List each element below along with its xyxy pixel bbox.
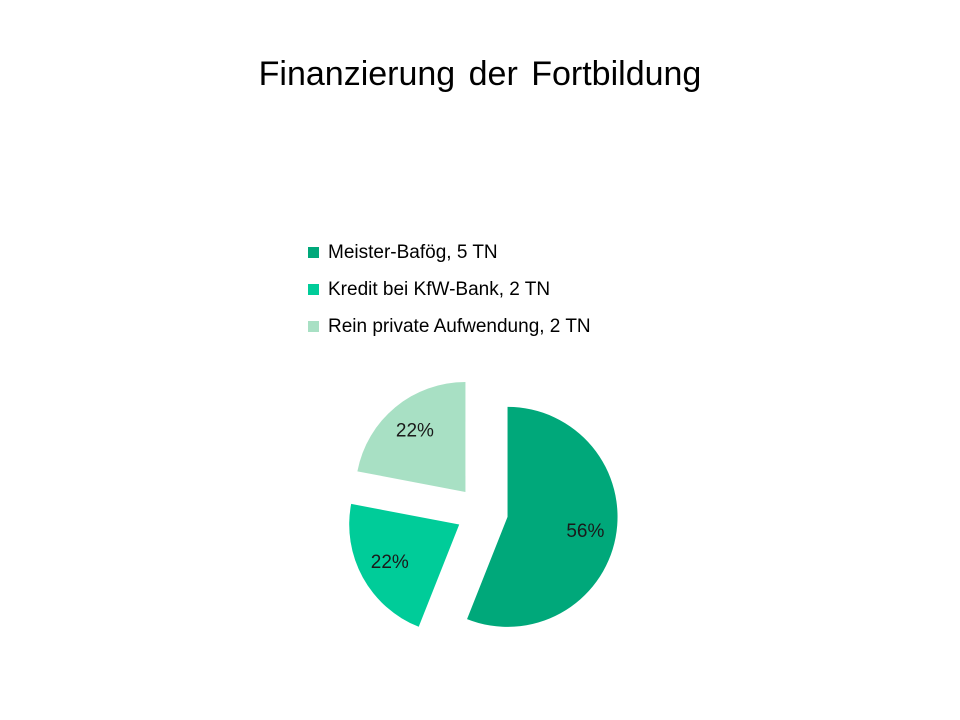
pie-slice-kfw-kredit: [349, 503, 460, 627]
pie-slice-private: [357, 381, 466, 492]
legend-item-meister-bafoeg: Meister-Bafög, 5 TN: [308, 234, 591, 271]
legend-swatch: [308, 321, 319, 332]
data-label-meister-bafoeg: 56%: [566, 521, 604, 542]
chart-title: Finanzierung der Fortbildung: [258, 55, 702, 93]
legend-label: Meister-Bafög, 5 TN: [328, 241, 498, 263]
legend: Meister-Bafög, 5 TN Kredit bei KfW-Bank,…: [308, 234, 591, 345]
legend-swatch: [308, 247, 319, 258]
legend-label: Rein private Aufwendung, 2 TN: [328, 315, 591, 337]
legend-label: Kredit bei KfW-Bank, 2 TN: [328, 278, 551, 300]
legend-item-kfw-kredit: Kredit bei KfW-Bank, 2 TN: [308, 271, 591, 308]
pie-slice-meister-bafoeg: [467, 406, 618, 627]
data-label-private: 22%: [396, 420, 434, 441]
legend-item-private: Rein private Aufwendung, 2 TN: [308, 308, 591, 345]
data-label-kfw-kredit: 22%: [371, 552, 409, 573]
legend-swatch: [308, 284, 319, 295]
